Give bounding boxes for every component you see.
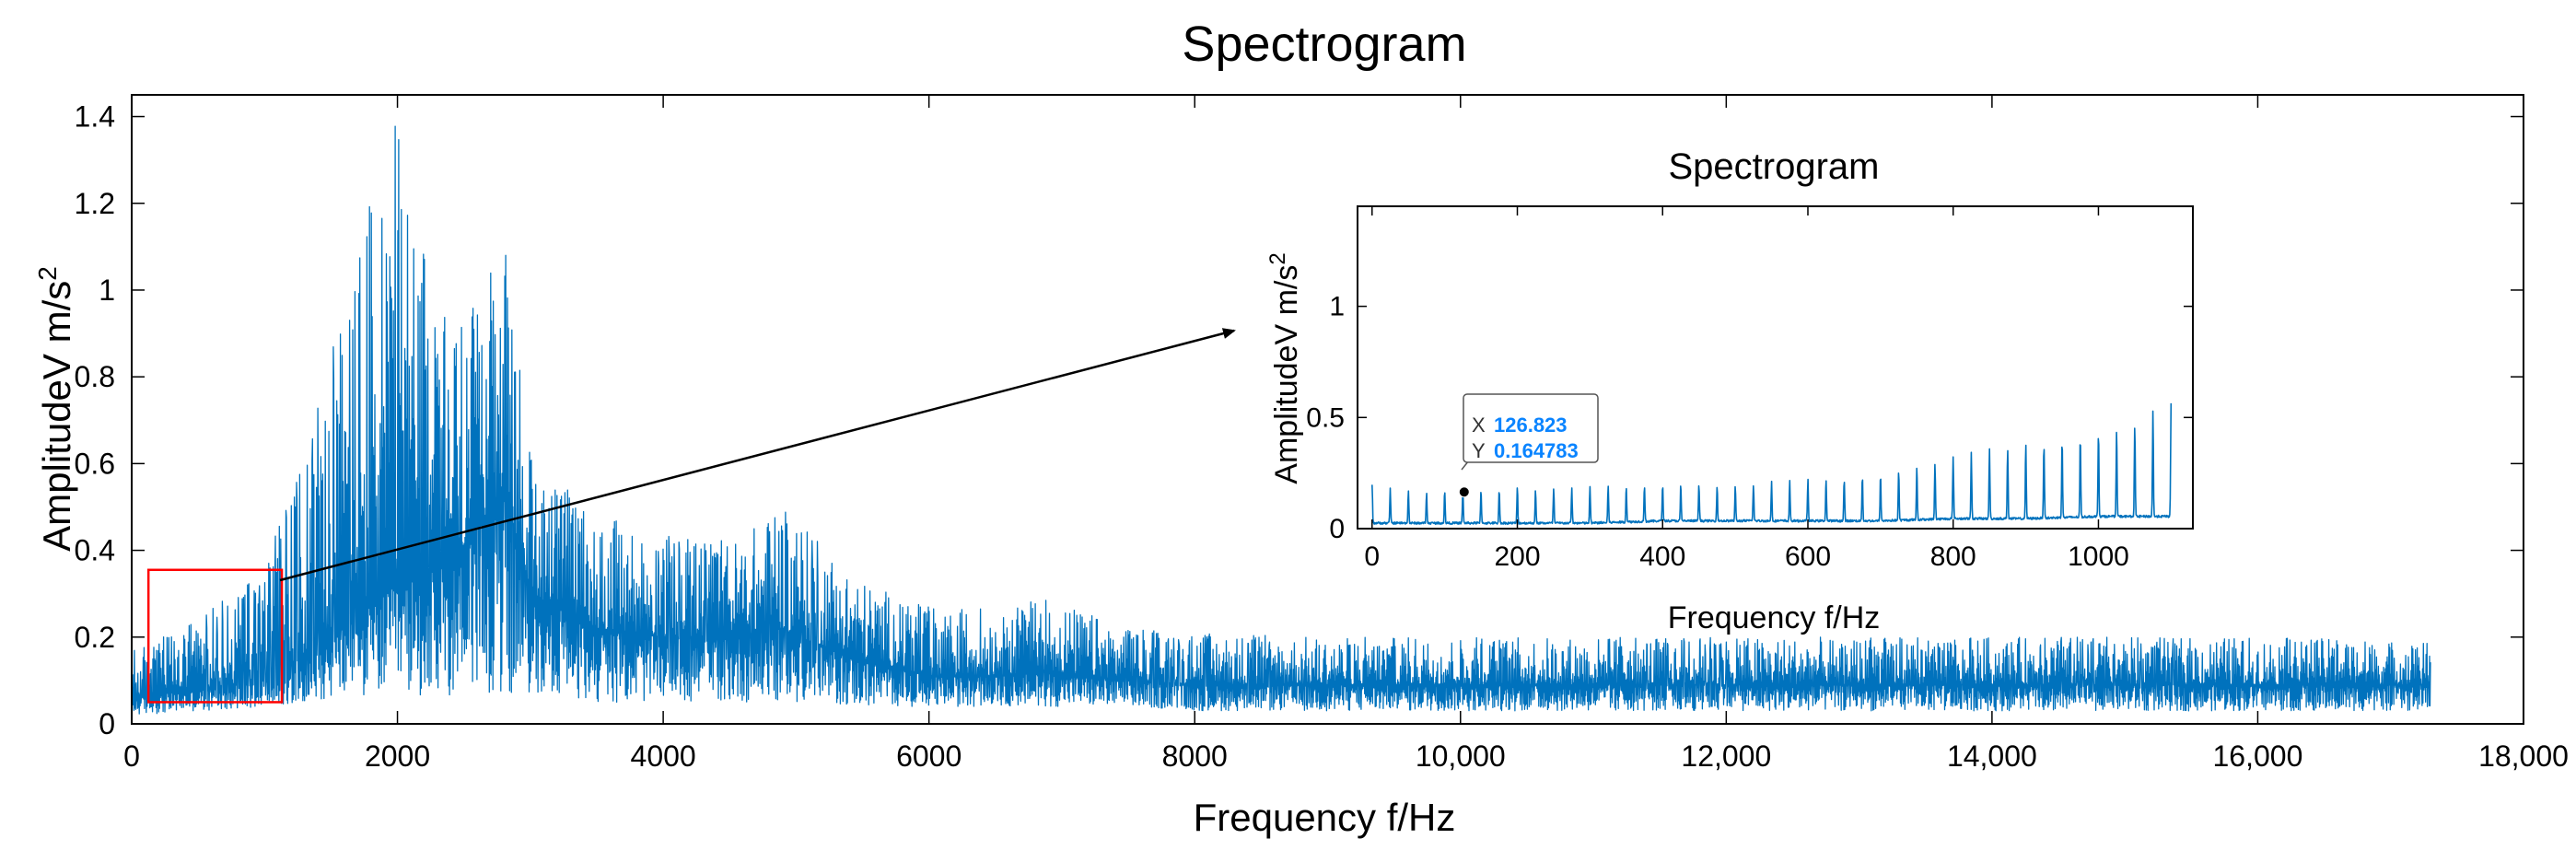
inset-background: [1352, 203, 2194, 530]
inset-y-axis-label: AmplitudeV m/s2: [1265, 252, 1305, 483]
main-y-axis-label-text: AmplitudeV m/s: [35, 281, 78, 552]
main-x-axis: 0 2000 4000 6000 8000 10,000 12,000 14,000 16,00…: [123, 95, 2569, 773]
x-tick-label: 1000: [2068, 542, 2129, 572]
main-chart-title: Spectrogram: [1182, 17, 1466, 72]
x-tick-label: 6000: [896, 740, 962, 773]
y-tick-label: 0.4: [75, 534, 115, 567]
y-tick-label: 0.5: [1306, 402, 1345, 433]
datatip-x-value: 126.823: [1494, 414, 1568, 437]
x-tick-label: 400: [1639, 542, 1685, 572]
main-y-axis-label-sup: 2: [33, 266, 62, 281]
inset-y-axis-label-text: AmplitudeV m/s: [1269, 265, 1304, 484]
x-tick-label: 18,000: [2478, 740, 2569, 773]
x-tick-label: 800: [1930, 542, 1976, 572]
x-tick-label: 0: [1364, 542, 1380, 572]
datatip-marker[interactable]: [1458, 486, 1470, 498]
main-plot-layer: [131, 125, 2431, 715]
main-axes-frame: [131, 94, 2524, 725]
x-tick-label: 12,000: [1681, 740, 1771, 773]
x-tick-label: 16,000: [2213, 740, 2303, 773]
inset-chart-title: Spectrogram: [1669, 146, 1880, 187]
y-tick-label: 0: [99, 707, 115, 740]
y-tick-label: 1.4: [75, 100, 115, 134]
main-y-axis-label: AmplitudeV m/s2: [33, 266, 79, 552]
zoom-region-box: [146, 568, 284, 704]
datatip[interactable]: X 126.823 Y 0.164783: [1458, 393, 1599, 498]
y-tick-label: 0.6: [75, 447, 115, 480]
x-tick-label: 10,000: [1416, 740, 1506, 773]
y-tick-label: 0.2: [75, 621, 115, 654]
inset-y-axis: 00.51: [1306, 292, 2193, 544]
x-tick-label: 0: [123, 740, 140, 773]
x-tick-label: 8000: [1162, 740, 1228, 773]
main-chart: Spectrogram 0 2000 4000 6000 8000 10,000 12,00…: [33, 17, 2569, 839]
x-tick-label: 14,000: [1947, 740, 2037, 773]
inset-y-axis-label-sup: 2: [1265, 252, 1290, 264]
x-tick-label: 2000: [365, 740, 430, 773]
inset-x-axis: 0 200 400 600 800 1000: [1364, 206, 2129, 572]
zoom-arrow: [279, 328, 1236, 582]
inset-plot-layer: [1371, 402, 2173, 525]
main-spectrum-line: [131, 125, 2431, 715]
datatip-box[interactable]: [1463, 393, 1599, 463]
x-tick-label: 600: [1785, 542, 1831, 572]
y-tick-label: 1: [99, 274, 115, 307]
y-tick-label: 1.2: [75, 187, 115, 220]
inset-spectrum-line: [1371, 402, 2173, 525]
x-tick-label: 4000: [631, 740, 696, 773]
inset-x-axis-label: Frequency f/Hz: [1668, 600, 1881, 635]
datatip-y-value: 0.164783: [1494, 439, 1579, 462]
main-x-axis-label: Frequency f/Hz: [1194, 796, 1456, 839]
main-y-axis: 0 0.2 0.4 0.6 0.8 1 1.2 1.4: [75, 100, 2524, 740]
datatip-x-key: X: [1472, 414, 1486, 437]
y-tick-label: 1: [1329, 292, 1345, 322]
datatip-y-key: Y: [1472, 439, 1486, 462]
inset-chart: Spectrogram 0 200 400 600 800 1000 00.51 Freq…: [1265, 146, 2194, 635]
inset-axes-frame: [1357, 205, 2194, 530]
y-tick-label: 0.8: [75, 360, 115, 393]
x-tick-label: 200: [1494, 542, 1540, 572]
y-tick-label: 0: [1329, 514, 1345, 544]
